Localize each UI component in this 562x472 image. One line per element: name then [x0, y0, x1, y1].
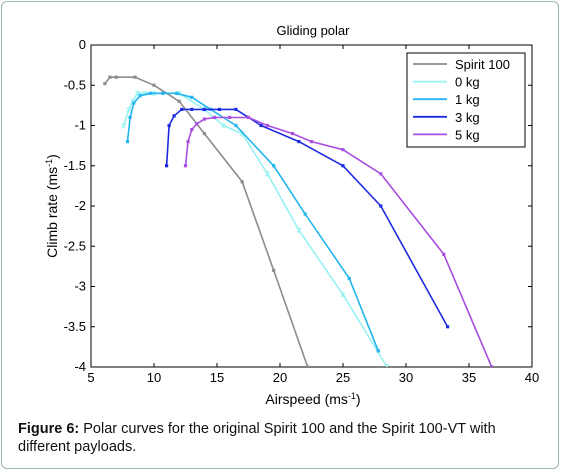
data-point: [376, 349, 380, 353]
y-tick-label: -2.5: [64, 238, 86, 253]
data-point: [379, 204, 383, 208]
data-point: [212, 115, 217, 120]
legend-label: 3 kg: [455, 110, 480, 125]
y-tick-label: -3.5: [64, 319, 86, 334]
data-point: [126, 106, 132, 113]
x-tick-label: 40: [525, 370, 539, 385]
data-point: [172, 114, 176, 118]
data-point: [177, 99, 181, 103]
data-point: [379, 172, 383, 176]
data-point: [384, 364, 390, 367]
data-point: [306, 365, 310, 367]
data-point: [442, 252, 446, 256]
data-point: [309, 140, 314, 144]
y-tick-label: -2: [74, 198, 86, 213]
data-point: [183, 164, 188, 168]
data-point: [132, 101, 136, 105]
data-point: [202, 131, 206, 136]
data-point: [246, 115, 251, 120]
data-point: [138, 94, 142, 98]
data-point: [121, 122, 127, 129]
data-point: [217, 107, 222, 111]
data-point: [202, 107, 206, 111]
caption-text: Polar curves for the original Spirit 100…: [18, 421, 496, 455]
y-axis-label: Climb rate (ms-1): [44, 154, 60, 258]
data-point: [165, 164, 169, 168]
data-point: [347, 276, 351, 281]
data-point: [296, 227, 302, 234]
y-tick-label: -0.5: [64, 77, 86, 92]
data-point: [265, 123, 269, 128]
data-point: [152, 83, 156, 87]
x-tick-label: 20: [273, 370, 287, 385]
data-point: [234, 123, 238, 128]
data-point: [341, 164, 345, 168]
data-point: [240, 180, 244, 184]
legend-label: 0 kg: [455, 75, 480, 90]
data-point: [190, 107, 194, 111]
x-tick-label: 10: [147, 370, 161, 385]
data-point: [490, 365, 494, 367]
caption-label: Figure 6:: [18, 421, 80, 437]
data-point: [202, 117, 206, 121]
data-point: [264, 170, 270, 177]
data-point: [125, 140, 130, 144]
plot-area: 5 10 15 20 25 30 35 40 0 -0.5 -1 -1.5 -2 -2.5 -3 -3.5 -4…: [64, 37, 540, 385]
data-point: [114, 75, 118, 79]
legend-label: 5 kg: [455, 127, 480, 142]
data-point: [259, 123, 263, 128]
data-point: [228, 115, 232, 120]
y-tick-label: 0: [79, 37, 86, 52]
data-point: [272, 268, 276, 272]
y-tick-label: -1: [74, 118, 86, 133]
data-point: [161, 91, 165, 95]
y-tick-label: -4: [74, 359, 86, 374]
x-tick-label: 15: [210, 370, 224, 385]
data-point: [175, 91, 179, 95]
data-point: [445, 325, 450, 329]
data-point: [148, 91, 152, 95]
y-tick-label: -3: [74, 279, 86, 294]
data-point: [186, 140, 190, 144]
data-point: [291, 131, 295, 136]
data-point: [167, 123, 171, 128]
x-axis-label: Airspeed (ms-1): [265, 391, 360, 407]
data-point: [128, 115, 132, 120]
data-point: [234, 107, 238, 111]
data-point: [103, 82, 107, 86]
x-tick-label: 5: [87, 370, 94, 385]
data-point: [195, 122, 199, 126]
data-point: [108, 75, 112, 79]
data-point: [340, 291, 346, 298]
data-point: [297, 140, 301, 144]
data-point: [190, 95, 194, 99]
data-point: [190, 127, 194, 132]
series-group: [103, 75, 494, 367]
figure-caption: Figure 6: Polar curves for the original …: [18, 420, 543, 456]
legend-label: 1 kg: [455, 92, 480, 107]
x-tick-label: 35: [462, 370, 476, 385]
data-point: [180, 107, 184, 111]
x-tick-label: 30: [399, 370, 413, 385]
data-point: [341, 148, 345, 152]
data-point: [133, 75, 137, 79]
y-tick-label: -1.5: [64, 158, 86, 173]
data-point: [272, 164, 276, 168]
chart-title: Gliding polar: [277, 23, 351, 38]
data-point: [303, 212, 307, 216]
legend-label: Spirit 100: [455, 57, 510, 72]
x-tick-label: 25: [336, 370, 350, 385]
data-point: [220, 122, 226, 129]
